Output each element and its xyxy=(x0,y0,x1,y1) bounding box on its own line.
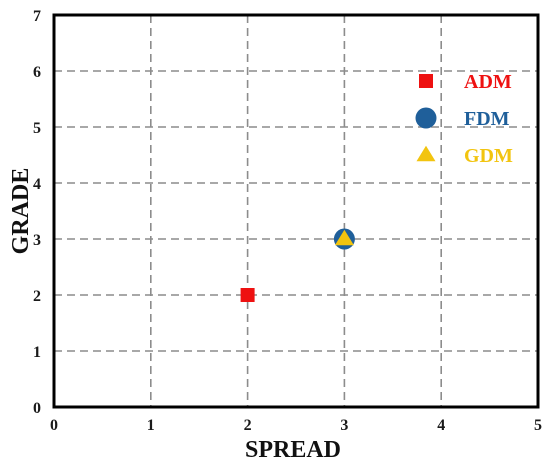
y-tick-label: 3 xyxy=(33,232,41,249)
y-tick-label: 1 xyxy=(33,344,41,361)
y-tick-label: 2 xyxy=(33,288,41,305)
legend-marker-adm xyxy=(419,74,433,88)
legend-marker-gdm xyxy=(416,145,436,162)
y-tick-label: 7 xyxy=(33,8,41,25)
y-tick-label: 6 xyxy=(33,64,41,81)
plot-area-frame xyxy=(52,13,540,409)
legend-label-gdm: GDM xyxy=(464,145,513,167)
x-tick-label: 4 xyxy=(437,417,445,434)
grid-lines xyxy=(54,15,538,407)
legend-label-adm: ADM xyxy=(464,71,512,93)
x-axis-title: SPREAD xyxy=(245,437,341,463)
data-point-gdm xyxy=(334,229,354,246)
x-tick-label: 0 xyxy=(50,417,58,434)
legend-marker-fdm xyxy=(415,107,437,129)
x-tick-label: 2 xyxy=(244,417,252,434)
data-points xyxy=(240,228,355,302)
data-point-adm xyxy=(240,288,255,302)
x-tick-label: 3 xyxy=(340,417,348,434)
x-tick-label: 5 xyxy=(534,417,542,434)
y-tick-label: 5 xyxy=(33,120,41,137)
legend-label-fdm: FDM xyxy=(464,108,510,130)
y-tick-label: 0 xyxy=(33,400,41,417)
legend: ADM FDM GDM xyxy=(415,71,513,167)
y-tick-label: 4 xyxy=(33,176,41,193)
y-axis-title: GRADE xyxy=(8,168,34,255)
x-tick-label: 1 xyxy=(147,417,155,434)
tick-labels: 0 1 2 3 4 5 0 1 2 3 4 5 6 7 xyxy=(33,8,542,434)
